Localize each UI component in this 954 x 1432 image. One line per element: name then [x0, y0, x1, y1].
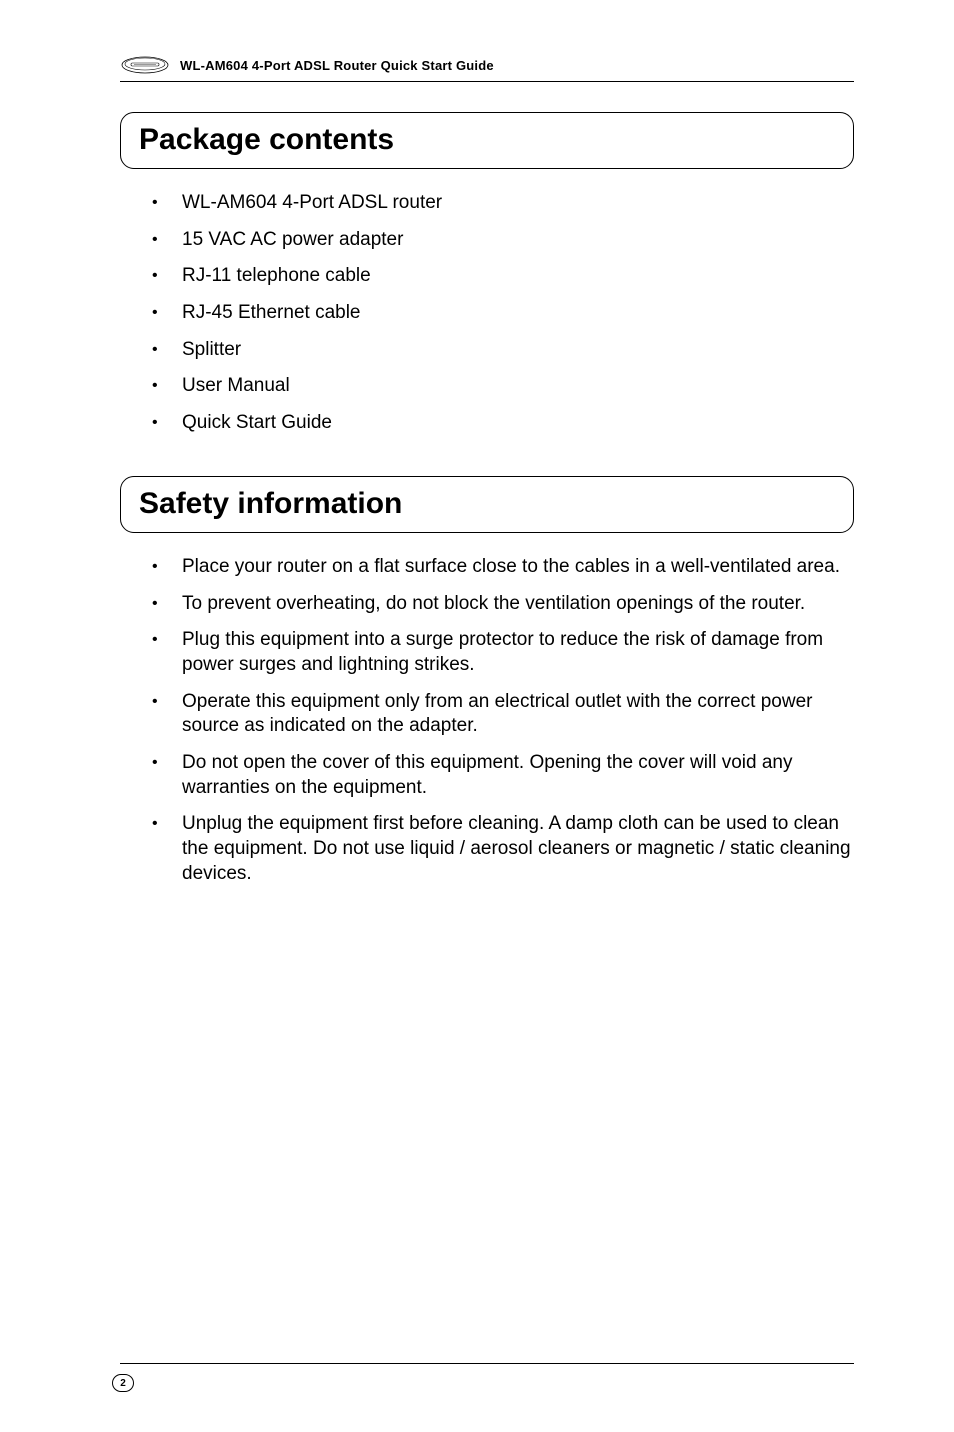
safety-information-list: Place your router on a flat surface clos…: [152, 555, 854, 887]
list-item: User Manual: [152, 374, 854, 399]
package-contents-list: WL-AM604 4-Port ADSL router 15 VAC AC po…: [152, 191, 854, 436]
section-heading-frame-package: Package contents: [120, 112, 854, 169]
router-icon: [120, 55, 170, 75]
list-item: Quick Start Guide: [152, 411, 854, 436]
page-header: WL-AM604 4-Port ADSL Router Quick Start …: [120, 55, 854, 82]
section-heading-safety: Safety information: [139, 487, 835, 520]
list-item: WL-AM604 4-Port ADSL router: [152, 191, 854, 216]
page-number: 2: [112, 1374, 134, 1392]
section-heading-frame-safety: Safety information: [120, 476, 854, 533]
safety-information-block: Place your router on a flat surface clos…: [152, 555, 854, 887]
list-item: To prevent overheating, do not block the…: [152, 592, 854, 617]
list-item: RJ-45 Ethernet cable: [152, 301, 854, 326]
list-item: Operate this equipment only from an elec…: [152, 690, 854, 739]
list-item: Do not open the cover of this equipment.…: [152, 751, 854, 800]
list-item: Splitter: [152, 338, 854, 363]
section-heading-package: Package contents: [139, 123, 835, 156]
list-item: Plug this equipment into a surge protect…: [152, 628, 854, 677]
list-item: Unplug the equipment first before cleani…: [152, 812, 854, 886]
list-item: 15 VAC AC power adapter: [152, 228, 854, 253]
header-title: WL-AM604 4-Port ADSL Router Quick Start …: [180, 58, 494, 73]
list-item: Place your router on a flat surface clos…: [152, 555, 854, 580]
page: WL-AM604 4-Port ADSL Router Quick Start …: [0, 0, 954, 1432]
package-contents-block: WL-AM604 4-Port ADSL router 15 VAC AC po…: [152, 191, 854, 436]
footer-rule: [120, 1363, 854, 1364]
list-item: RJ-11 telephone cable: [152, 264, 854, 289]
